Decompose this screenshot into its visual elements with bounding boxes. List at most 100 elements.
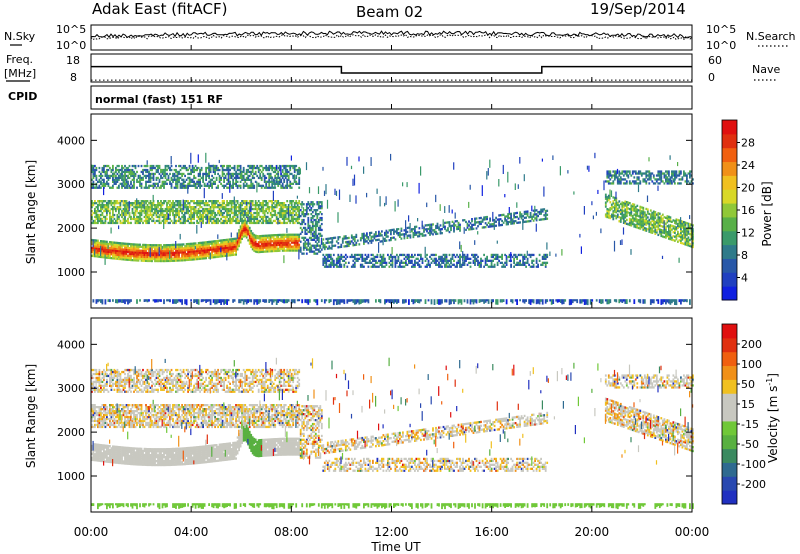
range-cell: [185, 186, 188, 189]
range-cell: [277, 184, 280, 187]
range-cell: [130, 247, 132, 250]
range-cell: [128, 213, 131, 217]
range-cell: [232, 243, 234, 247]
nave-label: Nave: [752, 63, 780, 76]
range-cell: [191, 244, 194, 247]
range-cell: [313, 215, 316, 218]
range-cell-sparse: [418, 182, 420, 194]
range-cell-sparse: [326, 199, 329, 209]
range-cell: [104, 242, 107, 245]
range-cell: [160, 200, 162, 203]
range-cell: [248, 228, 251, 231]
range-cell: [205, 168, 207, 172]
range-cell: [223, 252, 225, 256]
range-cell: [310, 216, 313, 220]
range-cell: [184, 164, 186, 168]
range-cell: [439, 257, 442, 260]
range-cell: [115, 245, 117, 248]
range-cell: [175, 182, 177, 185]
range-cell: [206, 241, 209, 244]
range-cell: [511, 218, 514, 221]
range-cell: [103, 209, 105, 213]
range-cell: [218, 239, 221, 242]
range-cell: [145, 221, 147, 225]
range-cell: [412, 263, 415, 266]
range-cell: [103, 164, 105, 168]
range-cell: [356, 259, 359, 262]
range-cell: [130, 243, 132, 246]
range-cell: [146, 186, 149, 189]
range-cell: [230, 184, 233, 187]
noise-left-tick-bottom: 10^0: [56, 39, 86, 52]
range-cell: [278, 219, 281, 223]
range-cell: [459, 223, 461, 226]
range-cell: [335, 263, 338, 266]
range-cell: [226, 168, 228, 172]
range-cell: [131, 174, 134, 178]
range-cell: [277, 166, 280, 170]
range-cell: [411, 255, 413, 259]
range-cell: [97, 221, 99, 225]
range-cell: [229, 240, 231, 243]
range-cell: [118, 168, 120, 172]
range-cell: [295, 207, 298, 211]
range-cell: [516, 257, 518, 260]
range-cell: [199, 178, 201, 181]
range-cell: [335, 257, 338, 260]
range-cell: [238, 235, 240, 238]
range-cell: [94, 200, 96, 203]
range-cell: [232, 247, 234, 251]
range-cell: [196, 209, 198, 213]
near-range-cell: [451, 299, 454, 302]
range-cell: [253, 233, 256, 237]
range-cell: [149, 166, 152, 170]
range-cell: [292, 235, 295, 238]
range-cell-sparse: [100, 245, 102, 256]
range-cell-sparse: [305, 162, 308, 171]
range-cell: [233, 249, 236, 252]
range-cell: [227, 244, 230, 247]
range-cell: [140, 184, 143, 187]
range-cell: [329, 263, 332, 266]
range-cell: [224, 240, 227, 244]
range-cell: [436, 263, 439, 266]
range-cell: [266, 186, 269, 189]
range-cell: [97, 249, 99, 252]
range-cell: [253, 207, 256, 211]
range-cell: [142, 206, 144, 209]
range-cell: [272, 178, 275, 181]
range-cell: [496, 261, 499, 264]
range-cell: [393, 236, 395, 239]
range-cell: [499, 255, 502, 259]
range-cell: [280, 184, 283, 187]
range-cell: [185, 252, 188, 256]
range-cell: [311, 228, 314, 232]
range-cell: [532, 265, 535, 268]
range-cell: [286, 245, 289, 248]
near-range-cell: [579, 299, 582, 304]
range-cell: [314, 252, 317, 255]
range-cell: [269, 240, 272, 243]
near-range-cell: [167, 299, 170, 302]
range-cell: [172, 172, 174, 176]
range-cell: [160, 213, 162, 217]
range-cell: [269, 250, 272, 253]
range-cell: [215, 255, 218, 259]
range-cell: [372, 253, 374, 257]
range-cell: [263, 213, 266, 217]
range-cell: [143, 255, 146, 258]
range-cell: [293, 233, 296, 236]
range-cell: [259, 248, 262, 252]
range-cell: [314, 230, 317, 234]
range-cell: [507, 221, 509, 224]
range-cell: [118, 207, 120, 211]
range-cell: [223, 248, 225, 252]
range-cell: [146, 207, 149, 211]
range-cell: [337, 261, 340, 264]
range-cell: [272, 186, 275, 189]
range-cell-sparse: [104, 254, 106, 265]
range-cell: [208, 219, 210, 223]
range-cell: [146, 209, 149, 213]
range-cell: [149, 213, 152, 217]
range-cell: [178, 206, 180, 209]
